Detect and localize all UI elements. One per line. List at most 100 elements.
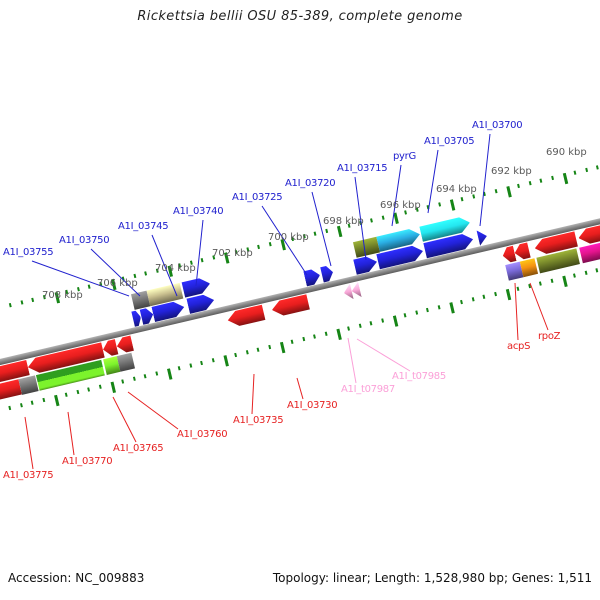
ruler-tick-upper: [257, 244, 261, 250]
ruler-tick-lower: [245, 350, 249, 355]
scale-label: 706 kbp: [97, 278, 138, 289]
feature-label-a1i_03700[interactable]: A1I_03700: [472, 120, 523, 131]
accession-text: Accession: NC_009883: [8, 571, 145, 585]
ruler-tick-upper: [31, 297, 35, 302]
ruler-tick-lower: [561, 275, 568, 288]
ruler-tick-lower: [42, 397, 46, 403]
ruler-tick-lower: [505, 288, 511, 301]
ruler-tick-upper: [460, 196, 464, 202]
feature-label-a1i_03730[interactable]: A1I_03730: [287, 400, 338, 411]
ruler-tick-lower: [482, 294, 486, 299]
ruler-tick-upper: [393, 212, 399, 225]
ruler-tick-upper: [201, 257, 204, 263]
scale-label: 708 kbp: [42, 290, 83, 301]
ruler-tick-lower: [189, 363, 193, 368]
gene-feature[interactable]: [342, 284, 354, 301]
ruler-tick-lower: [516, 286, 520, 291]
feature-label-a1i_03725[interactable]: A1I_03725: [232, 192, 283, 203]
feature-label-a1i_03745[interactable]: A1I_03745: [118, 221, 169, 232]
ruler-tick-lower: [358, 323, 362, 329]
ruler-tick-lower: [19, 403, 23, 408]
ruler-tick-lower: [31, 400, 34, 405]
ruler-tick-upper: [494, 189, 498, 194]
ruler-tick-upper: [325, 228, 329, 234]
callout-line: [311, 191, 332, 267]
ruler-tick-upper: [505, 186, 512, 198]
ruler-tick-upper: [426, 204, 430, 210]
callout-line: [514, 282, 519, 341]
feature-label-a1i_03735[interactable]: A1I_03735: [233, 415, 284, 426]
gene-feature[interactable]: [353, 236, 380, 258]
ruler-tick-upper: [573, 170, 577, 175]
ruler-tick-lower: [403, 313, 407, 318]
ruler-tick-lower: [550, 278, 554, 283]
ruler-tick-upper: [517, 183, 521, 189]
ruler-tick-lower: [279, 341, 285, 354]
ruler-tick-upper: [313, 231, 317, 236]
ruler-tick-upper: [438, 202, 442, 207]
scale-label: 690 kbp: [546, 147, 587, 158]
feature-label-a1i_03770[interactable]: A1I_03770: [62, 456, 113, 467]
ruler-tick-lower: [324, 331, 328, 336]
ruler-tick-lower: [539, 281, 543, 286]
gene-feature[interactable]: [476, 228, 488, 246]
feature-label-a1i_03705[interactable]: A1I_03705: [424, 136, 475, 147]
ruler-tick-upper: [144, 271, 148, 276]
feature-label-a1i_t07985[interactable]: A1I_t07985: [392, 371, 446, 382]
ruler-tick-upper: [370, 218, 374, 223]
scale-label: 692 kbp: [491, 166, 532, 177]
feature-label-a1i_03755[interactable]: A1I_03755: [3, 247, 54, 258]
ruler-tick-lower: [268, 344, 272, 350]
ruler-tick-upper: [449, 199, 455, 211]
feature-label-a1i_03720[interactable]: A1I_03720: [285, 178, 336, 189]
callout-line: [296, 377, 304, 400]
feature-label-a1i_03760[interactable]: A1I_03760: [177, 429, 228, 440]
ruler-tick-lower: [211, 358, 215, 363]
ruler-tick-lower: [8, 405, 12, 411]
gene-feature[interactable]: [146, 282, 183, 306]
ruler-tick-lower: [98, 384, 102, 389]
ruler-tick-upper: [20, 300, 24, 305]
ruler-tick-lower: [53, 394, 60, 407]
scale-label: 700 kbp: [268, 232, 309, 243]
feature-label-rpoz[interactable]: rpoZ: [538, 331, 561, 342]
scale-label: 704 kbp: [155, 263, 196, 274]
ruler-tick-lower: [336, 328, 342, 341]
gene-feature[interactable]: [181, 276, 212, 298]
feature-label-a1i_03740[interactable]: A1I_03740: [173, 206, 224, 217]
feature-label-a1i_03775[interactable]: A1I_03775: [3, 470, 54, 481]
scale-label: 698 kbp: [323, 216, 364, 227]
ruler-tick-lower: [415, 310, 418, 315]
ruler-tick-lower: [166, 368, 173, 380]
feature-label-pyrg[interactable]: pyrG: [393, 151, 416, 162]
feature-label-a1i_03765[interactable]: A1I_03765: [113, 443, 164, 454]
gene-feature[interactable]: [501, 245, 517, 263]
status-bar: Accession: NC_009883 Topology: linear; L…: [0, 571, 600, 585]
ruler-tick-upper: [483, 191, 487, 197]
ruler-tick-upper: [539, 178, 543, 183]
gene-feature[interactable]: [116, 352, 135, 372]
feature-label-a1i_t07987[interactable]: A1I_t07987: [341, 384, 395, 395]
ruler-tick-lower: [223, 355, 229, 367]
feature-label-acps[interactable]: acpS: [507, 341, 531, 352]
ruler-tick-lower: [573, 273, 577, 278]
ruler-tick-upper: [551, 175, 555, 181]
ruler-tick-lower: [448, 302, 455, 314]
genome-info-text: Topology: linear; Length: 1,528,980 bp; …: [272, 571, 592, 585]
ruler-tick-lower: [347, 326, 351, 331]
gene-feature[interactable]: [519, 257, 538, 277]
ruler-tick-upper: [562, 172, 568, 185]
callout-line: [112, 396, 137, 443]
ruler-tick-lower: [302, 336, 306, 342]
ruler-tick-upper: [528, 181, 532, 186]
feature-label-a1i_03750[interactable]: A1I_03750: [59, 235, 110, 246]
scale-label: 696 kbp: [380, 200, 421, 211]
ruler-tick-lower: [369, 321, 373, 326]
ruler-tick-upper: [9, 302, 12, 308]
callout-line: [529, 282, 549, 331]
page-title: Rickettsia bellii OSU 85-389, complete g…: [137, 9, 463, 24]
ruler-tick-lower: [437, 305, 441, 310]
feature-label-a1i_03715[interactable]: A1I_03715: [337, 163, 388, 174]
ruler-tick-lower: [64, 392, 68, 397]
ruler-tick-lower: [76, 389, 80, 395]
